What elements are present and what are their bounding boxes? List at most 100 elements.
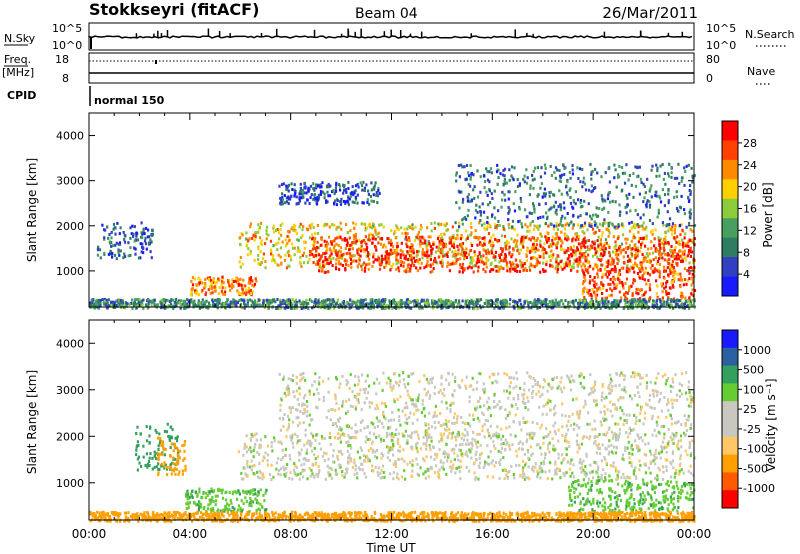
range-cell [238,492,241,496]
range-cell [671,270,675,274]
range-cell [430,229,433,233]
range-cell [176,453,179,457]
range-cell [163,464,166,468]
range-cell [511,267,514,271]
range-cell [276,298,279,301]
range-cell [373,184,376,188]
range-cell [362,298,365,302]
range-cell [566,193,569,197]
range-cell [567,264,570,268]
range-cell [604,301,607,305]
range-cell [498,268,501,272]
range-cell [588,222,591,225]
range-cell [533,298,536,302]
range-cell [525,259,528,263]
range-cell [645,201,649,205]
range-cell [488,180,491,184]
range-cell [646,254,649,258]
range-cell [389,248,392,252]
range-cell [455,229,458,233]
range-cell [334,237,337,241]
scatter-region [237,431,697,482]
range-cell [280,183,284,187]
range-cell [570,254,573,258]
range-cell [621,223,624,227]
range-cell [144,236,147,240]
range-cell [403,261,406,265]
range-cell [433,257,437,261]
power-heatmap [89,162,697,310]
range-cell [306,198,309,202]
range-cell [424,239,427,243]
range-cell [681,228,684,232]
range-cell [341,264,344,267]
range-cell [258,303,261,307]
range-cell [590,217,593,221]
range-cell [423,251,426,255]
range-cell [316,232,319,235]
range-cell [252,488,255,492]
scatter-region [454,162,697,229]
range-cell [521,225,524,229]
range-cell [670,175,673,179]
range-cell [404,254,407,258]
range-cell [561,241,564,245]
range-cell [623,298,626,302]
colorbar-swatch [722,237,738,258]
range-cell [360,222,363,226]
range-cell [674,238,677,242]
range-cell [236,279,240,283]
range-cell [394,236,397,240]
range-cell [589,292,592,296]
range-cell [339,246,342,250]
range-cell [162,301,165,305]
range-cell [324,255,327,259]
range-cell [459,263,462,267]
range-cell [605,241,609,245]
range-cell [504,298,507,302]
range-cell [249,252,252,256]
range-cell [127,254,130,258]
range-cell [245,244,248,248]
range-cell [591,254,595,258]
range-cell [404,231,407,235]
range-cell [440,239,443,242]
range-cell [608,180,611,184]
range-cell [370,181,373,185]
range-cell [445,253,449,257]
range-cell [260,260,263,264]
range-cell [239,277,242,281]
range-cell [383,302,386,306]
range-cell [467,171,470,175]
range-cell [675,257,678,261]
range-cell [200,290,203,294]
range-cell [659,253,662,257]
range-cell [477,237,480,241]
range-cell [178,456,181,460]
range-cell [457,299,461,303]
range-cell [607,300,610,304]
range-cell [532,228,535,231]
range-cell [454,221,457,225]
range-cell [452,234,455,238]
range-cell [338,184,341,188]
range-cell [322,252,325,256]
range-cell [372,186,375,190]
range-cell [424,253,427,257]
range-cell [485,190,488,194]
range-cell [279,306,283,310]
range-cell [374,181,377,185]
range-cell [588,281,591,285]
range-cell [603,218,606,222]
range-cell [503,174,506,178]
range-cell [417,237,420,241]
range-cell [479,190,482,194]
range-cell [530,246,533,250]
range-cell [509,263,513,267]
range-cell [610,306,613,310]
range-cell [99,299,102,303]
range-cell [636,175,639,179]
range-cell [326,303,329,307]
range-cell [458,221,461,225]
range-cell [246,299,249,303]
